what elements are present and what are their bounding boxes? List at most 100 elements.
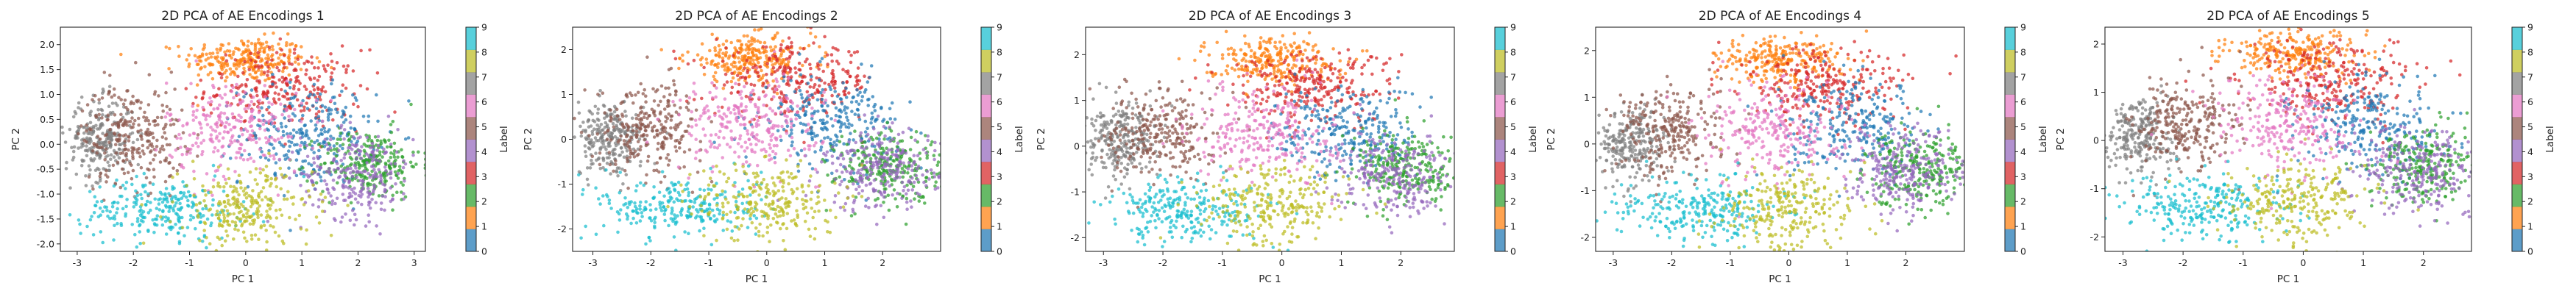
- data-point-label-2: [895, 158, 899, 162]
- data-point-label-6: [803, 154, 807, 158]
- data-point-label-2: [923, 201, 927, 205]
- data-point-label-9: [754, 232, 758, 236]
- data-point-label-6: [772, 50, 776, 54]
- data-point-label-6: [205, 113, 209, 118]
- data-point-label-5: [85, 123, 88, 127]
- data-point-label-0: [287, 140, 291, 143]
- data-point-label-6: [231, 116, 236, 120]
- data-point-label-9: [113, 201, 116, 204]
- data-point-label-3: [815, 62, 820, 65]
- data-point-label-9: [134, 189, 138, 193]
- data-point-label-4: [888, 164, 893, 168]
- data-point-label-5: [196, 133, 200, 137]
- data-point-label-8: [216, 235, 220, 240]
- data-point-label-9: [658, 203, 662, 207]
- data-point-label-0: [815, 98, 820, 102]
- data-point-label-3: [277, 68, 281, 73]
- data-point-label-7: [555, 133, 559, 137]
- data-point-label-3: [201, 96, 205, 100]
- data-point-label-4: [351, 169, 355, 173]
- data-point-label-9: [99, 213, 102, 218]
- data-point-label-9: [760, 198, 763, 202]
- data-point-label-5: [148, 130, 152, 135]
- data-point-label-2: [349, 201, 353, 205]
- data-point-label-5: [171, 166, 175, 171]
- data-point-label-4: [312, 161, 316, 165]
- data-point-label-5: [661, 130, 665, 134]
- data-point-label-0: [344, 105, 348, 110]
- data-point-label-5: [91, 98, 94, 101]
- data-point-label-4: [357, 153, 361, 157]
- data-point-label-5: [639, 82, 643, 86]
- data-point-label-9: [121, 183, 125, 187]
- data-point-label-8: [265, 209, 269, 213]
- data-point-label-5: [684, 105, 689, 110]
- data-point-label-4: [347, 186, 351, 190]
- data-point-label-6: [707, 115, 712, 119]
- data-point-label-1: [185, 58, 189, 62]
- data-point-label-4: [386, 172, 390, 176]
- data-point-label-4: [356, 136, 361, 140]
- data-point-label-9: [185, 196, 188, 199]
- data-point-label-0: [310, 163, 314, 167]
- data-point-label-1: [242, 66, 246, 71]
- data-point-label-5: [97, 98, 101, 101]
- data-point-label-3: [765, 62, 769, 65]
- data-point-label-2: [924, 134, 927, 137]
- data-point-label-5: [144, 116, 149, 120]
- data-point-label-4: [915, 167, 919, 171]
- data-point-label-6: [707, 109, 710, 112]
- data-point-label-1: [762, 48, 767, 52]
- data-point-label-2: [918, 151, 921, 155]
- data-point-label-9: [90, 215, 93, 218]
- data-point-label-4: [924, 184, 928, 187]
- data-point-label-5: [662, 95, 666, 98]
- data-point-label-1: [271, 53, 275, 57]
- data-point-label-9: [674, 248, 678, 251]
- colorbar-swatch-8: [466, 49, 476, 73]
- data-point-label-4: [306, 175, 311, 179]
- data-point-label-1: [743, 56, 746, 60]
- data-point-label-6: [189, 82, 193, 85]
- data-point-label-3: [772, 90, 776, 94]
- data-point-label-6: [210, 99, 213, 104]
- data-point-label-5: [130, 116, 134, 120]
- data-point-label-1: [253, 42, 258, 46]
- y-tick-label: -0.5: [37, 164, 54, 175]
- data-point-label-0: [292, 143, 297, 147]
- data-point-label-3: [743, 66, 746, 71]
- data-point-label-6: [690, 125, 694, 129]
- data-point-label-3: [855, 50, 860, 54]
- data-point-label-0: [307, 136, 311, 140]
- data-point-label-8: [260, 198, 264, 202]
- data-point-label-0: [829, 87, 833, 92]
- data-point-label-0: [919, 131, 923, 135]
- data-point-label-9: [648, 239, 652, 243]
- data-point-label-0: [280, 125, 284, 129]
- data-point-label-1: [259, 73, 263, 76]
- data-point-label-4: [411, 153, 415, 157]
- data-point-label-6: [238, 147, 243, 151]
- data-point-label-4: [860, 168, 864, 172]
- data-point-label-4: [341, 168, 345, 172]
- data-point-label-5: [689, 117, 693, 121]
- data-point-label-6: [769, 135, 773, 138]
- data-point-label-1: [710, 32, 714, 37]
- data-point-label-9: [155, 214, 160, 218]
- data-point-label-4: [916, 178, 920, 182]
- data-point-label-5: [124, 106, 128, 110]
- data-point-label-9: [746, 179, 750, 183]
- data-point-label-5: [124, 133, 127, 137]
- data-point-label-6: [250, 100, 254, 104]
- data-point-label-3: [758, 65, 762, 69]
- data-point-label-4: [858, 134, 862, 138]
- data-point-label-6: [774, 124, 778, 128]
- data-point-label-4: [384, 151, 388, 154]
- data-point-label-4: [368, 156, 372, 159]
- data-point-label-7: [592, 127, 596, 131]
- data-point-label-6: [671, 99, 675, 104]
- data-point-label-9: [602, 223, 606, 228]
- data-point-label-6: [751, 125, 754, 129]
- data-point-label-6: [169, 118, 172, 123]
- data-point-label-1: [199, 65, 204, 70]
